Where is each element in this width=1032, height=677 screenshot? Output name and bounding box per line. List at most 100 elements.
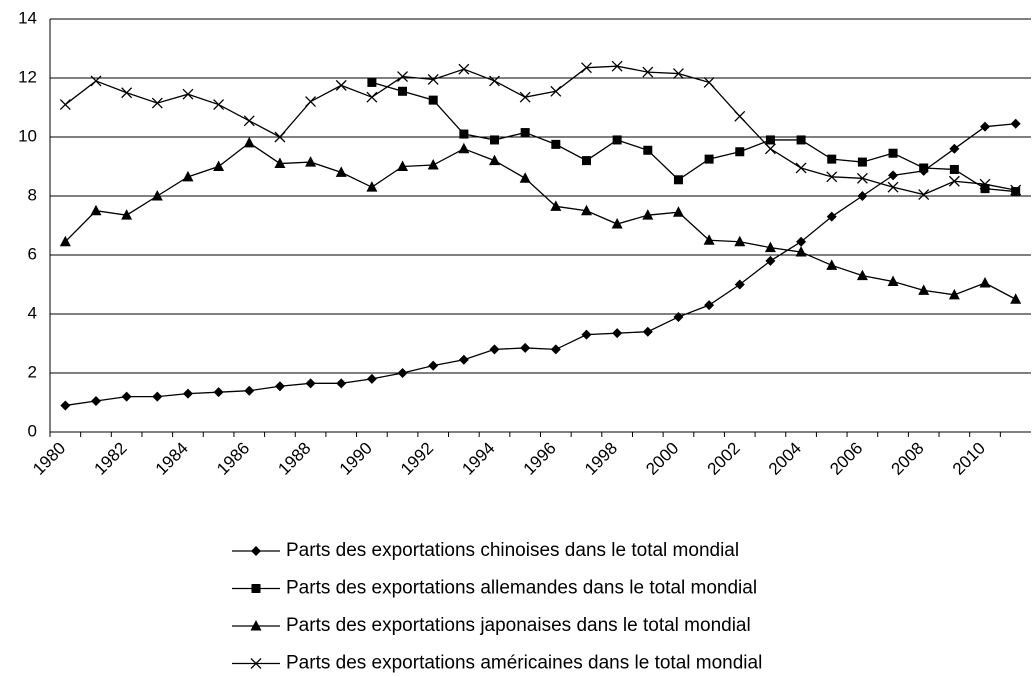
data-point	[796, 135, 806, 145]
data-point	[490, 135, 500, 145]
data-point	[459, 129, 469, 139]
data-point	[121, 87, 133, 99]
data-point	[949, 164, 959, 174]
data-point	[397, 368, 408, 378]
data-point	[734, 110, 746, 122]
data-point	[489, 75, 500, 87]
data-point	[979, 178, 991, 190]
data-point	[1010, 184, 1022, 196]
data-point	[703, 234, 715, 245]
data-point	[642, 66, 654, 78]
data-point	[550, 200, 562, 211]
series-line	[371, 81, 1016, 193]
data-point	[1010, 293, 1022, 304]
data-point	[826, 211, 837, 222]
data-point	[366, 91, 378, 103]
x-tick-label: 2008	[888, 439, 928, 479]
data-point	[918, 284, 930, 295]
data-point	[520, 342, 531, 353]
data-point	[213, 387, 224, 398]
data-point	[428, 95, 438, 105]
data-point	[397, 160, 409, 171]
data-point	[581, 156, 591, 166]
data-point	[213, 160, 225, 171]
data-point	[826, 259, 838, 270]
data-point	[765, 135, 775, 145]
y-tick-label: 2	[28, 362, 37, 381]
data-point	[519, 172, 531, 183]
data-point	[427, 74, 439, 85]
y-tick-label: 8	[28, 185, 37, 204]
x-tick-label: 1988	[274, 439, 314, 479]
data-point	[611, 60, 623, 72]
data-point	[948, 175, 960, 187]
data-point	[274, 381, 285, 392]
data-point	[59, 99, 71, 111]
data-point	[550, 344, 561, 355]
data-point	[90, 396, 101, 407]
data-point	[764, 241, 776, 253]
data-point	[826, 171, 838, 183]
data-point	[581, 62, 592, 74]
legend-label: Parts des exportations chinoises dans le…	[286, 540, 739, 561]
data-point	[243, 115, 255, 127]
data-point	[673, 311, 684, 322]
data-point	[888, 148, 898, 158]
data-point	[948, 288, 960, 300]
data-point	[59, 235, 71, 247]
data-point	[213, 99, 225, 111]
data-point	[305, 378, 316, 389]
data-point	[366, 181, 378, 192]
data-point	[551, 139, 561, 149]
data-point	[735, 147, 745, 157]
data-point	[796, 236, 807, 247]
y-tick-label: 12	[18, 67, 37, 86]
data-point	[643, 145, 653, 155]
data-point	[918, 189, 930, 200]
data-point	[398, 86, 408, 96]
data-point	[1010, 118, 1021, 129]
data-point	[734, 235, 746, 247]
data-point	[703, 76, 715, 88]
x-tick-label: 2004	[765, 439, 805, 479]
data-point	[90, 75, 102, 87]
legend-label: Parts des exportations américaines dans …	[286, 653, 762, 674]
data-point	[489, 154, 501, 166]
series-line	[65, 123, 1016, 407]
data-point	[182, 170, 194, 182]
data-point	[581, 329, 592, 340]
x-tick-label: 1990	[336, 439, 376, 479]
data-point	[335, 166, 347, 177]
x-tick-label: 2006	[826, 439, 866, 479]
data-point	[1011, 187, 1021, 197]
legend-marker	[250, 658, 262, 669]
data-point	[949, 143, 960, 154]
series-line	[64, 142, 1016, 300]
data-point	[366, 373, 377, 384]
data-point	[182, 88, 194, 100]
data-point	[612, 135, 622, 145]
data-point	[612, 328, 623, 339]
data-point	[764, 143, 776, 155]
x-tick-label: 1986	[213, 439, 253, 479]
data-point	[274, 157, 286, 169]
x-tick-label: 1982	[90, 439, 130, 479]
data-point	[611, 218, 623, 229]
data-point	[121, 391, 132, 402]
data-point	[980, 121, 991, 132]
y-tick-label: 10	[18, 126, 37, 145]
data-point	[428, 360, 439, 371]
data-point	[458, 142, 470, 154]
data-point	[672, 68, 684, 80]
x-tick-label: 1996	[520, 439, 560, 479]
data-point	[672, 206, 684, 217]
legend-marker	[251, 546, 261, 556]
legend: Parts des exportations chinoises dans le…	[232, 540, 762, 674]
data-point	[151, 190, 163, 201]
data-point	[397, 71, 409, 82]
legend-label: Parts des exportations allemandes dans l…	[286, 578, 757, 599]
data-point	[60, 400, 71, 411]
data-point	[857, 157, 867, 167]
data-point	[887, 181, 899, 193]
data-point	[90, 204, 102, 216]
